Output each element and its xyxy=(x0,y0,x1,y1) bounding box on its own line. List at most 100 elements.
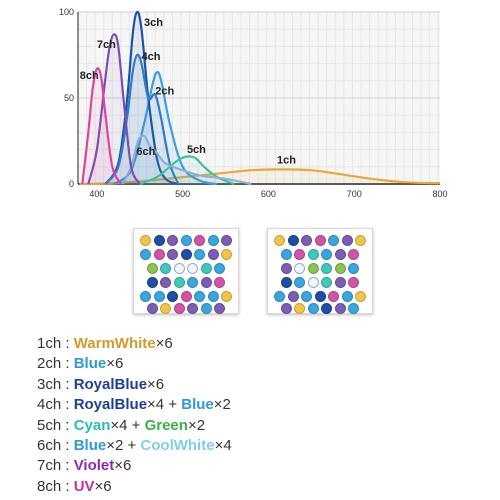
led-blue xyxy=(328,235,339,246)
led-violet xyxy=(160,277,172,288)
legend-led-count: ×2 + xyxy=(106,436,141,454)
led-green xyxy=(307,263,319,274)
x-tick-label: 800 xyxy=(432,189,447,199)
legend-row: 4ch : RoyalBlue×4 + Blue×2 xyxy=(37,395,232,415)
led-cyan xyxy=(173,277,185,288)
led-layout-panel-right xyxy=(267,228,373,314)
legend-row: 6ch : Blue×2 + CoolWhite×4 xyxy=(37,436,232,456)
legend-channel-label: 5ch : xyxy=(37,416,74,434)
led-coolwhite xyxy=(173,263,185,274)
led-blue xyxy=(280,249,292,260)
led-royalblue xyxy=(146,277,158,288)
led-violet xyxy=(200,277,212,288)
y-tick-label: 0 xyxy=(69,179,74,189)
series-label-1ch: 1ch xyxy=(277,154,296,166)
x-tick-label: 600 xyxy=(261,189,276,199)
legend-channel-label: 4ch : xyxy=(37,396,74,414)
legend-led-name: Blue xyxy=(73,355,107,373)
led-violet xyxy=(214,303,226,314)
series-fill-7ch xyxy=(88,34,140,185)
series-label-2ch: 2ch xyxy=(155,86,174,98)
led-blue xyxy=(348,303,360,314)
legend-led-count: ×6 xyxy=(106,355,124,373)
led-violet xyxy=(167,249,178,260)
led-violet xyxy=(334,303,346,314)
legend-led-name: Violet xyxy=(73,457,115,475)
led-coolwhite xyxy=(307,277,319,288)
led-warmwhite xyxy=(160,303,172,314)
legend-led-name: UV xyxy=(73,477,95,495)
led-uv xyxy=(348,277,360,288)
series-line-8ch xyxy=(81,67,122,185)
led-coolwhite xyxy=(187,263,199,274)
series-line-7ch xyxy=(87,33,141,185)
legend-led-name: Green xyxy=(144,416,188,434)
legend-row: 2ch : Blue×6 xyxy=(37,354,232,374)
legend-led-count: ×6 xyxy=(155,335,173,352)
led-uv xyxy=(328,291,339,302)
led-royalblue xyxy=(167,291,178,302)
led-uv xyxy=(173,303,185,314)
led-blue xyxy=(194,291,205,302)
spectrum-chart: 400 500 600 700 800 0 50 100 1ch 2ch 3ch 4ch 5ch 6ch 7… xyxy=(0,0,500,212)
led-violet xyxy=(167,235,178,246)
y-tick-label: 100 xyxy=(59,7,74,17)
led-uv xyxy=(314,235,326,246)
x-tick-label: 400 xyxy=(89,189,104,199)
series-label-5ch: 5ch xyxy=(187,144,206,156)
led-blue xyxy=(187,277,199,288)
led-uv xyxy=(214,277,226,288)
legend-led-name: Blue xyxy=(73,436,107,454)
led-blue xyxy=(194,249,205,260)
led-warmwhite xyxy=(355,235,366,246)
legend-led-name: Cyan xyxy=(73,416,111,434)
led-royalblue xyxy=(280,277,292,288)
led-cyan xyxy=(307,249,319,260)
legend-led-count: ×6 xyxy=(94,477,112,495)
led-blue xyxy=(321,249,333,260)
led-blue xyxy=(214,263,226,274)
led-blue xyxy=(307,303,319,314)
legend-row: 5ch : Cyan×4 + Green×2 xyxy=(37,416,232,436)
led-blue xyxy=(274,291,285,302)
led-warmwhite xyxy=(140,235,151,246)
led-blue xyxy=(200,303,212,314)
legend-led-name: Blue xyxy=(181,396,214,414)
led-green xyxy=(146,263,158,274)
led-green xyxy=(334,263,346,274)
legend-led-name: RoyalBlue xyxy=(73,396,148,414)
legend-led-count: ×2 xyxy=(213,396,231,414)
series-label-4ch: 4ch xyxy=(141,51,160,63)
led-violet xyxy=(334,249,346,260)
led-violet xyxy=(146,303,158,314)
led-blue xyxy=(207,291,219,302)
led-blue xyxy=(140,291,151,302)
x-tick-label: 700 xyxy=(347,189,362,199)
led-uv xyxy=(153,249,165,260)
led-royalblue xyxy=(287,235,299,246)
led-uv xyxy=(180,291,192,302)
legend-channel-label: 7ch : xyxy=(37,457,74,475)
series-label-3ch: 3ch xyxy=(144,17,163,29)
led-blue xyxy=(301,291,312,302)
series-fill-6ch xyxy=(122,135,252,184)
led-violet xyxy=(287,291,299,302)
led-blue xyxy=(294,277,306,288)
led-cyan xyxy=(321,277,333,288)
legend-row: 3ch : RoyalBlue×6 xyxy=(37,375,232,395)
led-uv xyxy=(294,249,306,260)
legend-channel-label: 1ch : xyxy=(37,335,74,352)
legend-row: 1ch : WarmWhite×6 xyxy=(37,334,232,354)
series-line-6ch xyxy=(121,134,252,186)
led-blue xyxy=(207,235,219,246)
led-cyan xyxy=(200,263,212,274)
led-blue xyxy=(348,263,360,274)
led-violet xyxy=(301,235,312,246)
led-uv xyxy=(194,235,205,246)
legend-led-count: ×4 + xyxy=(147,396,182,414)
series-line-3ch xyxy=(104,10,179,186)
legend-led-name: RoyalBlue xyxy=(73,375,148,393)
spectrum-chart-svg: 400 500 600 700 800 0 50 100 1ch 2ch 3ch 4ch 5ch 6ch 7… xyxy=(59,7,448,199)
legend-led-count: ×4 + xyxy=(110,416,145,434)
legend-channel-label: 2ch : xyxy=(37,355,74,373)
